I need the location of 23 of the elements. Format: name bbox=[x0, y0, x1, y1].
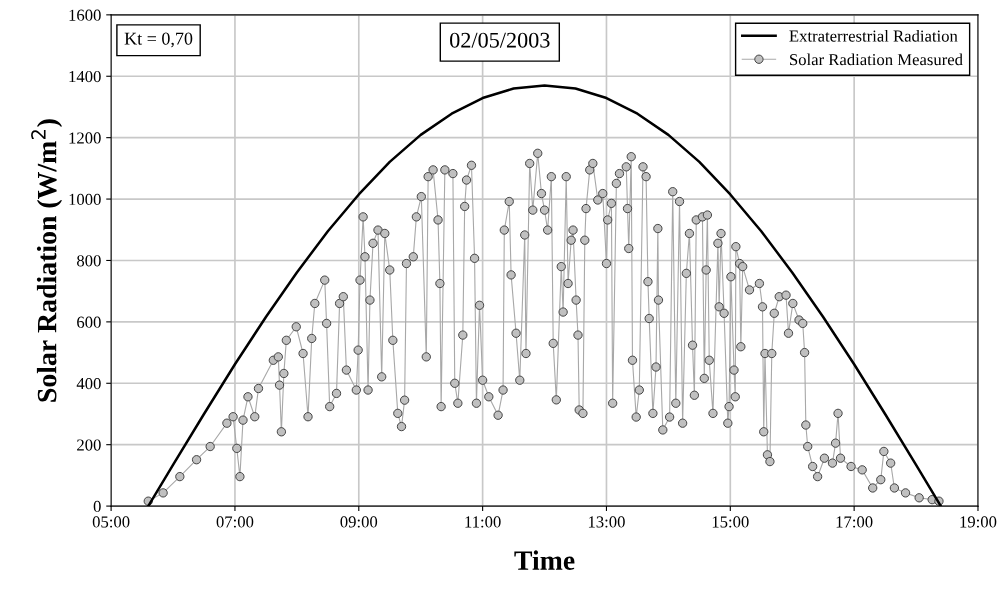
y-tick-label: 600 bbox=[77, 316, 101, 328]
x-tick-label: 05:00 bbox=[92, 516, 130, 528]
x-tick-label: 11:00 bbox=[465, 516, 501, 528]
y-tick-label: 1000 bbox=[69, 193, 101, 206]
y-tick-label: 400 bbox=[76, 377, 101, 390]
legend-label: Solar Radiation Measured bbox=[790, 53, 963, 66]
y-tick-label: 800 bbox=[77, 255, 101, 267]
annotation: Kt = 0,70 bbox=[124, 32, 193, 48]
x-tick-label: 13:00 bbox=[588, 516, 625, 528]
x-tick-label: 07:00 bbox=[216, 516, 254, 528]
x-tick-label: 09:00 bbox=[340, 516, 378, 528]
y-axis-title: Solar Radiation (W/m$^{2}$) bbox=[31, 119, 63, 402]
y-tick-label: 1400 bbox=[69, 70, 101, 83]
legend-label: Extraterrestrial Radiation bbox=[789, 29, 958, 42]
y-tick-label: 200 bbox=[77, 439, 101, 451]
y-tick-label: 0 bbox=[93, 500, 101, 513]
y-tick-label: 1600 bbox=[69, 9, 101, 21]
annotation: 02/05/2003 bbox=[450, 32, 550, 48]
x-axis-title: Time bbox=[514, 550, 575, 570]
x-tick-label: 17:00 bbox=[836, 516, 873, 528]
x-tick-label: 19:00 bbox=[960, 516, 997, 528]
x-tick-label: 15:00 bbox=[712, 516, 749, 528]
y-tick-label: 1200 bbox=[69, 132, 101, 144]
